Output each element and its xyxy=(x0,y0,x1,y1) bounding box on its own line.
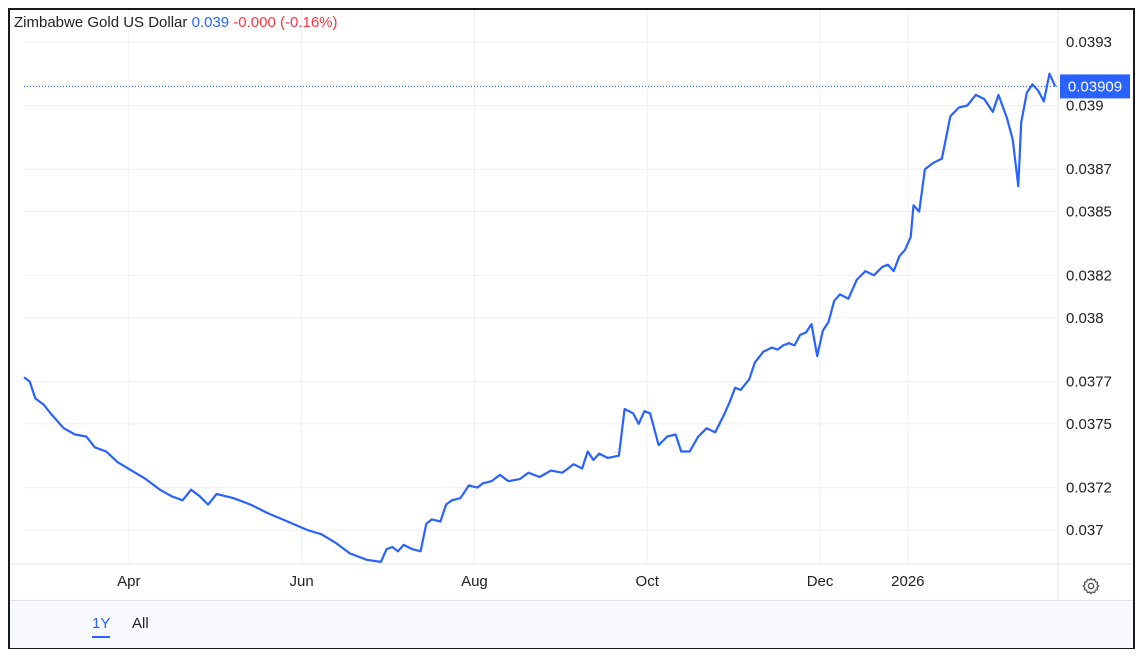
range-button-all[interactable]: All xyxy=(132,615,149,632)
y-tick-label: 0.0372 xyxy=(1066,480,1112,497)
last-price-label: 0.03909 xyxy=(1068,78,1122,95)
y-tick-label: 0.037 xyxy=(1066,522,1104,539)
x-tick-label: Apr xyxy=(117,573,140,590)
y-tick-label: 0.0382 xyxy=(1066,267,1112,284)
chart-frame xyxy=(8,8,1135,649)
x-tick-label: Aug xyxy=(461,573,488,590)
last-price-tag xyxy=(1060,74,1130,99)
chart-legend: Zimbabwe Gold US Dollar 0.039 -0.000 (-0… xyxy=(14,14,338,31)
range-toolbar: 1Y All xyxy=(10,600,1133,648)
y-tick-label: 0.0377 xyxy=(1066,373,1112,390)
legend-last-value: 0.039 xyxy=(191,14,230,31)
series-line xyxy=(23,72,1057,563)
legend-series-name: Zimbabwe Gold US Dollar xyxy=(14,14,188,31)
y-tick-label: 0.038 xyxy=(1066,310,1104,327)
y-tick-label: 0.0385 xyxy=(1066,204,1112,221)
x-tick-label: Oct xyxy=(636,573,660,590)
y-tick-label: 0.0393 xyxy=(1066,34,1112,51)
range-button-1y[interactable]: 1Y xyxy=(92,615,111,638)
y-tick-label: 0.0375 xyxy=(1066,416,1112,433)
x-tick-label: Jun xyxy=(290,573,314,590)
y-tick-label: 0.039 xyxy=(1066,98,1104,115)
x-tick-label: 2026 xyxy=(891,573,924,590)
y-tick-label: 0.0387 xyxy=(1066,161,1112,178)
x-tick-label: Dec xyxy=(807,573,834,590)
legend-change: -0.000 (-0.16%) xyxy=(233,14,338,31)
gear-icon[interactable] xyxy=(1081,576,1101,596)
